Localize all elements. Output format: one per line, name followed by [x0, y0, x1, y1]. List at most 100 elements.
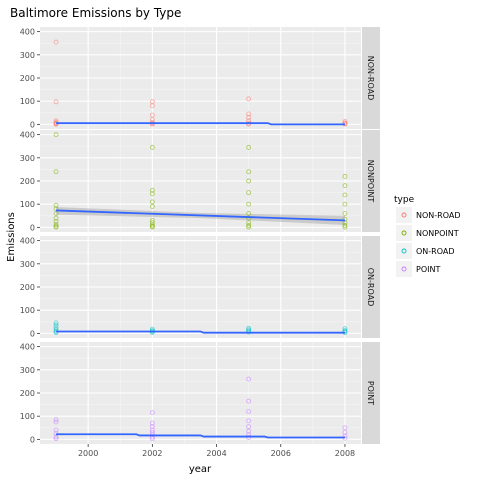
- data-point: [246, 121, 252, 127]
- y-axis-title: Emissions: [6, 212, 17, 262]
- data-point: [149, 112, 155, 118]
- y-tick-label: 400: [20, 28, 35, 37]
- legend-label: POINT: [416, 265, 440, 274]
- facet-strip: [362, 130, 380, 232]
- legend-title: type: [394, 195, 415, 205]
- y-tick-label: 100: [20, 306, 35, 315]
- data-point: [149, 436, 155, 442]
- legend-key: [396, 207, 412, 223]
- y-tick-label: 0: [30, 329, 35, 338]
- y-tick-label: 400: [20, 237, 35, 246]
- data-point: [53, 39, 59, 45]
- data-point: [342, 223, 348, 228]
- y-tick-label: 300: [20, 260, 35, 269]
- data-point: [246, 398, 252, 404]
- y-tick-label: 300: [20, 366, 35, 375]
- data-point: [246, 215, 252, 221]
- data-point: [149, 187, 155, 193]
- data-point: [246, 144, 252, 150]
- data-point: [149, 427, 155, 433]
- trend-line: [56, 122, 345, 126]
- x-tick-label: 2006: [271, 449, 291, 458]
- data-point: [342, 183, 348, 189]
- x-axis-title: year: [189, 464, 212, 475]
- facet-panels: 0 100 200 300 400 NON-ROAD 0 100 200 300 400 NONPOI…: [20, 27, 380, 444]
- panel-point: 0 100 200 300 400 POINT: [20, 342, 380, 444]
- y-tick-label: 200: [20, 74, 35, 83]
- legend-symbol: [401, 248, 407, 254]
- data-point: [53, 436, 59, 442]
- panel-nonpoint: 0 100 200 300 400 NONPOINT: [20, 130, 380, 232]
- data-point: [53, 419, 59, 425]
- data-point: [149, 424, 155, 430]
- legend-key: [396, 261, 412, 277]
- x-tick-label: 2002: [142, 449, 162, 458]
- facet-strip-label: ON-ROAD: [366, 268, 375, 307]
- data-point: [342, 429, 348, 435]
- data-point: [53, 202, 59, 208]
- data-point: [53, 121, 59, 127]
- y-tick-label: 400: [20, 343, 35, 352]
- y-tick-label: 400: [20, 131, 35, 140]
- legend-item-on-road[interactable]: ON-ROAD: [396, 243, 455, 259]
- facet-strip: [362, 342, 380, 444]
- y-tick-label: 0: [30, 435, 35, 444]
- data-point: [53, 169, 59, 175]
- plot-title: Baltimore Emissions by Type: [10, 6, 181, 20]
- data-point: [246, 418, 252, 424]
- data-point: [246, 376, 252, 382]
- data-point: [53, 322, 59, 328]
- facet-strip-label: POINT: [366, 381, 375, 405]
- legend-label: NONPOINT: [416, 229, 459, 238]
- y-tick-label: 300: [20, 51, 35, 60]
- legend-symbol: [401, 212, 407, 218]
- facet-strip-label: NONPOINT: [366, 160, 375, 203]
- data-point: [342, 211, 348, 216]
- legend-label: NON-ROAD: [416, 211, 461, 220]
- data-point: [149, 199, 155, 205]
- data-point: [246, 435, 252, 440]
- y-tick-label: 100: [20, 200, 35, 209]
- facet-strip-label: NON-ROAD: [366, 56, 375, 101]
- data-point: [53, 427, 59, 433]
- data-point: [149, 121, 155, 127]
- data-point: [246, 111, 252, 117]
- data-point: [246, 201, 252, 207]
- data-point: [149, 329, 155, 335]
- y-tick-label: 200: [20, 177, 35, 186]
- data-point: [53, 215, 59, 221]
- data-point: [246, 428, 252, 434]
- trend-line: [56, 209, 345, 222]
- data-point: [149, 420, 155, 426]
- data-point: [53, 219, 59, 225]
- data-point: [246, 190, 252, 196]
- data-point: [53, 99, 59, 105]
- data-point: [149, 103, 155, 109]
- legend-symbol: [401, 230, 407, 236]
- y-tick-label: 100: [20, 97, 35, 106]
- data-point: [149, 224, 155, 230]
- legend-symbol: [401, 266, 407, 272]
- trend-line: [56, 433, 345, 439]
- trend-line: [56, 330, 345, 334]
- data-point: [342, 192, 348, 198]
- data-point: [53, 320, 59, 326]
- legend-item-non-road[interactable]: NON-ROAD: [396, 207, 461, 223]
- facet-strip: [362, 236, 380, 338]
- x-tick-label: 2004: [206, 449, 226, 458]
- data-point: [53, 417, 59, 423]
- data-point: [246, 178, 252, 184]
- data-point: [342, 425, 348, 431]
- data-point: [246, 224, 252, 230]
- legend-label: ON-ROAD: [416, 247, 455, 256]
- legend-item-nonpoint[interactable]: NONPOINT: [396, 225, 459, 241]
- data-point: [53, 224, 59, 230]
- panel-non-road: 0 100 200 300 400 NON-ROAD: [20, 27, 380, 129]
- data-point: [246, 223, 252, 228]
- data-point: [246, 169, 252, 175]
- panel-on-road: 0 100 200 300 400 ON-ROAD: [20, 236, 380, 338]
- y-tick-label: 0: [30, 120, 35, 129]
- legend-item-point[interactable]: POINT: [396, 261, 440, 277]
- legend[interactable]: type NON-ROAD NONPOINT ON-ROAD POINT: [394, 195, 461, 277]
